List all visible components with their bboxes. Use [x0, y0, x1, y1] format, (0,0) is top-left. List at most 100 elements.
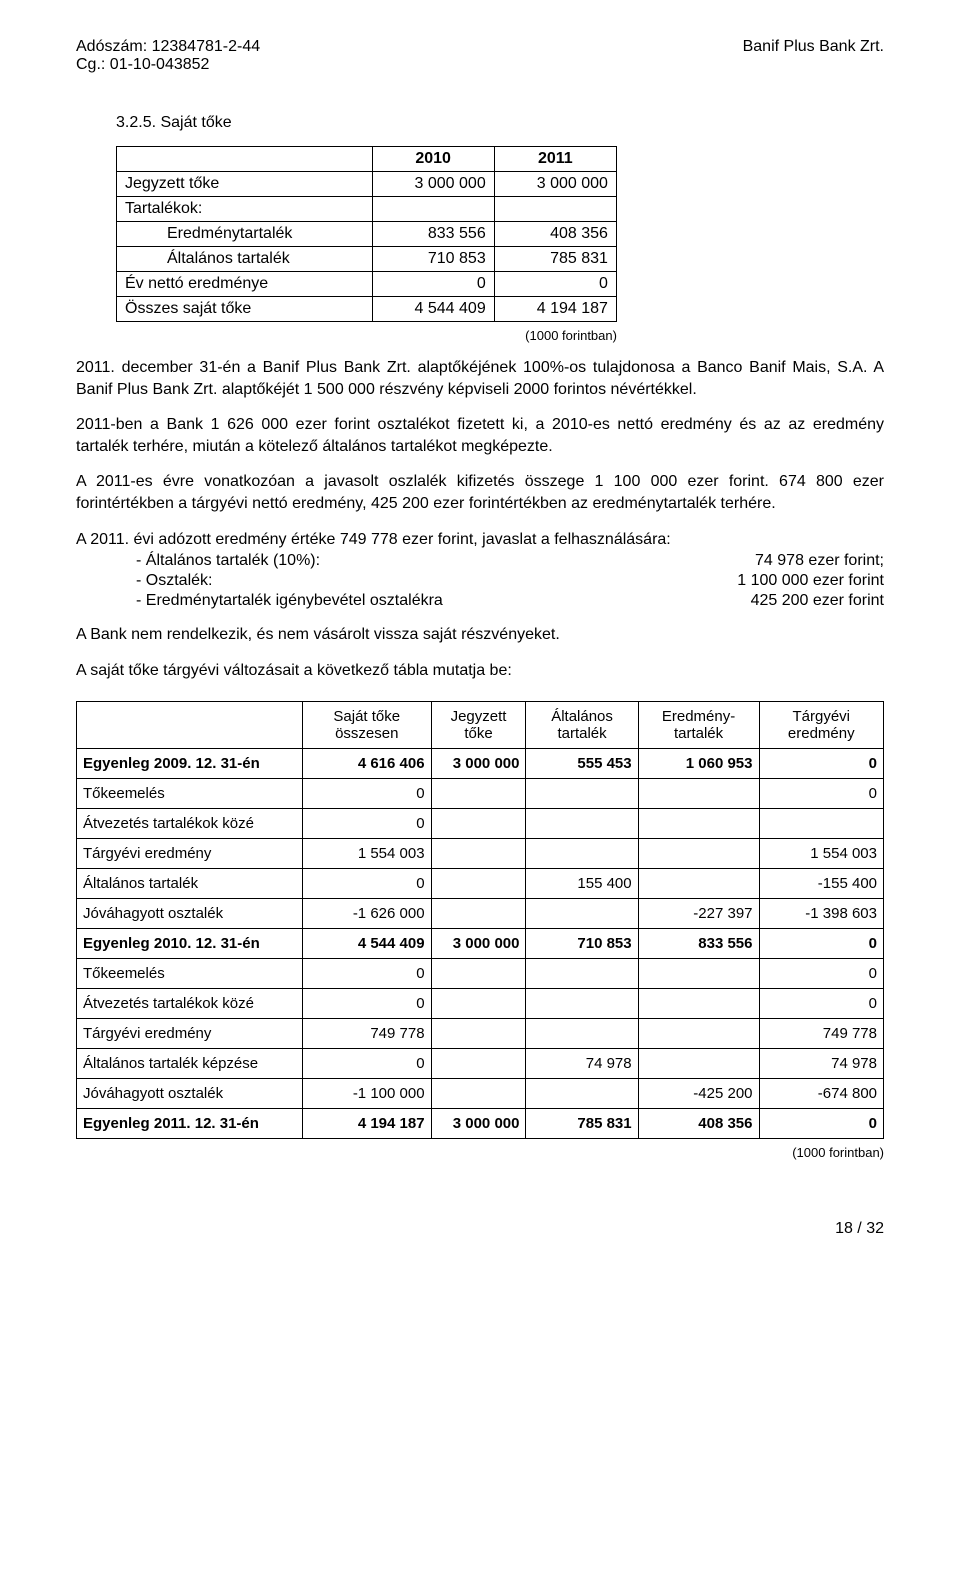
- table-row: Tárgyévi eredmény1 554 0031 554 003: [77, 839, 884, 869]
- cell-value: [526, 989, 638, 1019]
- list-item-value: 425 200 ezer forint: [751, 592, 884, 610]
- cell-value: [372, 197, 494, 222]
- company-name: Banif Plus Bank Zrt.: [743, 38, 884, 74]
- cell-value: -1 398 603: [759, 899, 884, 929]
- cell-value: 0: [759, 959, 884, 989]
- cell-value: -1 626 000: [302, 899, 431, 929]
- cell-value: 4 194 187: [494, 297, 616, 322]
- cell-value: [526, 959, 638, 989]
- table-row: Átvezetés tartalékok közé0: [77, 809, 884, 839]
- cell-value: 3 000 000: [431, 1109, 526, 1139]
- cell-value: -674 800: [759, 1079, 884, 1109]
- cell-value: [638, 809, 759, 839]
- page-number: 18 / 32: [76, 1220, 884, 1238]
- cell-value: 0: [759, 929, 884, 959]
- row-label: Tárgyévi eredmény: [77, 839, 303, 869]
- table-row: Általános tartalék képzése074 97874 978: [77, 1049, 884, 1079]
- cell-value: [638, 779, 759, 809]
- table-header-row: Saját tőke összesenJegyzett tőkeÁltaláno…: [77, 702, 884, 749]
- cell-value: 833 556: [638, 929, 759, 959]
- cell-value: 3 000 000: [494, 172, 616, 197]
- row-label: Jóváhagyott osztalék: [77, 899, 303, 929]
- cell-value: -227 397: [638, 899, 759, 929]
- row-label: Összes saját tőke: [117, 297, 373, 322]
- cell-value: [431, 959, 526, 989]
- table-row: Eredménytartalék833 556408 356: [117, 222, 617, 247]
- column-header: [117, 147, 373, 172]
- cell-value: 833 556: [372, 222, 494, 247]
- table-row: Tőkeemelés00: [77, 959, 884, 989]
- cell-value: [526, 899, 638, 929]
- cell-value: 408 356: [494, 222, 616, 247]
- cell-value: [526, 1019, 638, 1049]
- list-item-label: - Eredménytartalék igénybevétel osztalék…: [136, 592, 443, 610]
- cell-value: 0: [302, 1049, 431, 1079]
- paragraph: A 2011-es évre vonatkozóan a javasolt os…: [76, 471, 884, 514]
- paragraph: 2011. december 31-én a Banif Plus Bank Z…: [76, 357, 884, 400]
- cell-value: [431, 779, 526, 809]
- cell-value: [431, 1049, 526, 1079]
- cell-value: 3 000 000: [431, 749, 526, 779]
- row-label: Egyenleg 2009. 12. 31-én: [77, 749, 303, 779]
- cell-value: 785 831: [526, 1109, 638, 1139]
- cell-value: [494, 197, 616, 222]
- page: Adószám: 12384781-2-44 Cg.: 01-10-043852…: [0, 0, 960, 1276]
- list-item-label: - Általános tartalék (10%):: [136, 552, 320, 570]
- row-label: Egyenleg 2010. 12. 31-én: [77, 929, 303, 959]
- column-header: 2010: [372, 147, 494, 172]
- table-row: Tárgyévi eredmény749 778749 778: [77, 1019, 884, 1049]
- table-row: Általános tartalék0 155 400 -155 400: [77, 869, 884, 899]
- cell-value: [638, 1019, 759, 1049]
- company-reg: Cg.: 01-10-043852: [76, 56, 260, 74]
- cell-value: 408 356: [638, 1109, 759, 1139]
- list-item-value: 1 100 000 ezer forint: [737, 572, 884, 590]
- cell-value: 0: [759, 989, 884, 1019]
- cell-value: [526, 1079, 638, 1109]
- cell-value: 155 400: [526, 869, 638, 899]
- table-row: Egyenleg 2011. 12. 31-én4 194 1873 000 0…: [77, 1109, 884, 1139]
- column-header: Jegyzett tőke: [431, 702, 526, 749]
- cell-value: [431, 809, 526, 839]
- cell-value: 74 978: [526, 1049, 638, 1079]
- table-row: Általános tartalék710 853785 831: [117, 247, 617, 272]
- cell-value: 4 544 409: [302, 929, 431, 959]
- cell-value: 710 853: [372, 247, 494, 272]
- table-row: Összes saját tőke4 544 4094 194 187: [117, 297, 617, 322]
- cell-value: 74 978: [759, 1049, 884, 1079]
- cell-value: [638, 869, 759, 899]
- table-row: Tőkeemelés00: [77, 779, 884, 809]
- table-row: Év nettó eredménye00: [117, 272, 617, 297]
- cell-value: [759, 809, 884, 839]
- cell-value: 0: [302, 869, 431, 899]
- table-row: Egyenleg 2009. 12. 31-én4 616 4063 000 0…: [77, 749, 884, 779]
- row-label: Eredménytartalék: [117, 222, 373, 247]
- cell-value: [431, 839, 526, 869]
- cell-value: 710 853: [526, 929, 638, 959]
- paragraph: A saját tőke tárgyévi változásait a köve…: [76, 660, 884, 682]
- row-label: Jóváhagyott osztalék: [77, 1079, 303, 1109]
- cell-value: 0: [372, 272, 494, 297]
- column-header: [77, 702, 303, 749]
- cell-value: [431, 1079, 526, 1109]
- cell-value: [431, 989, 526, 1019]
- cell-value: 0: [759, 1109, 884, 1139]
- section-title: 3.2.5. Saját tőke: [116, 114, 884, 132]
- cell-value: 0: [759, 749, 884, 779]
- cell-value: 3 000 000: [431, 929, 526, 959]
- cell-value: [526, 779, 638, 809]
- paragraph: 2011-ben a Bank 1 626 000 ezer forint os…: [76, 414, 884, 457]
- row-label: Általános tartalék: [77, 869, 303, 899]
- cell-value: 785 831: [494, 247, 616, 272]
- table-header-row: 20102011: [117, 147, 617, 172]
- table-row: Egyenleg 2010. 12. 31-én4 544 4093 000 0…: [77, 929, 884, 959]
- header-left: Adószám: 12384781-2-44 Cg.: 01-10-043852: [76, 38, 260, 74]
- table-caption: (1000 forintban): [116, 328, 617, 343]
- list-item: - Osztalék:1 100 000 ezer forint: [136, 572, 884, 590]
- cell-value: -155 400: [759, 869, 884, 899]
- column-header: Eredmény-tartalék: [638, 702, 759, 749]
- cell-value: 1 554 003: [759, 839, 884, 869]
- table-row: Jóváhagyott osztalék-1 626 000 -227 397-1…: [77, 899, 884, 929]
- cell-value: 0: [302, 959, 431, 989]
- cell-value: 4 616 406: [302, 749, 431, 779]
- cell-value: [638, 959, 759, 989]
